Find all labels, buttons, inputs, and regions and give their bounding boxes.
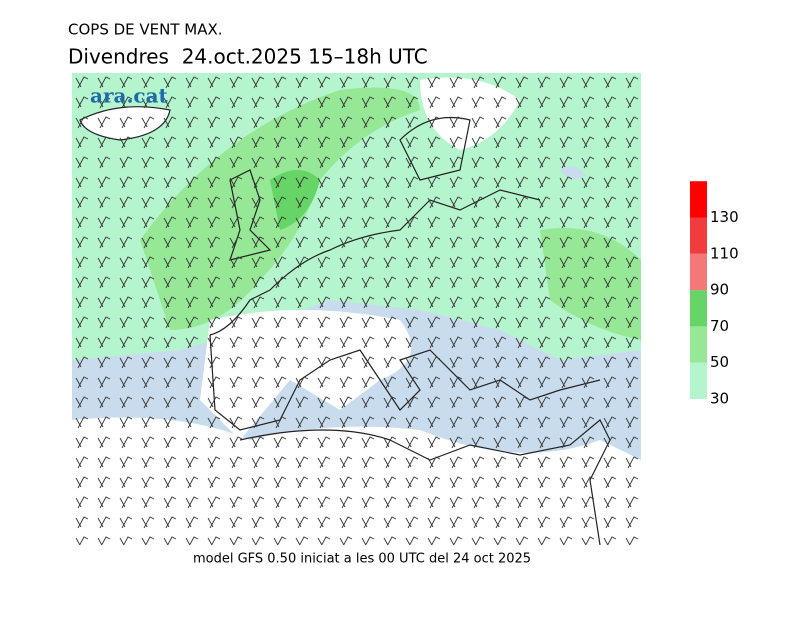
map-title: COPS DE VENT MAX. <box>68 21 223 39</box>
wind-barbs <box>72 73 641 545</box>
legend-label: 110 <box>710 244 739 262</box>
legend-swatch <box>690 253 707 291</box>
legend-swatch <box>690 217 707 254</box>
legend: 30 50 70 90 110 130 <box>690 181 739 408</box>
map-subtitle: Divendres 24.oct.2025 15–18h UTC <box>68 45 428 69</box>
legend-label: 130 <box>710 208 739 226</box>
logo: ara.cat <box>90 84 169 108</box>
legend-swatch <box>690 181 707 218</box>
legend-swatch <box>690 326 707 363</box>
legend-swatch <box>690 362 707 399</box>
legend-label: 30 <box>710 390 729 408</box>
footer: model GFS 0.50 iniciat a les 00 UTC del … <box>193 552 531 567</box>
legend-label: 70 <box>710 317 729 335</box>
map <box>72 73 641 545</box>
legend-label: 50 <box>710 353 729 371</box>
legend-swatch <box>690 290 707 327</box>
legend-label: 90 <box>710 281 729 299</box>
